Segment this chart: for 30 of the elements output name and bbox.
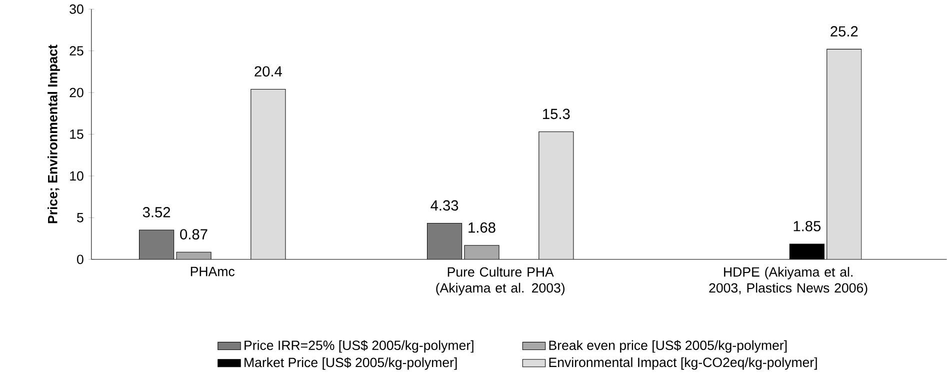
data-label: 25.2 [830, 26, 858, 36]
data-label: 1.85 [794, 220, 821, 232]
y-tick-label: 30 [70, 4, 84, 14]
legend-label: Price IRR=25% [US$ 2005/kg-polymer] [244, 340, 474, 352]
legend-label: Market Price [US$ 2005/kg-polymer] [244, 357, 457, 370]
y-axis-title: Price; Environmental Impact [48, 44, 60, 223]
data-label: 1.68 [468, 222, 496, 233]
data-label: 20.4 [254, 66, 282, 76]
bar [139, 230, 174, 260]
x-tick-label: Pure Culture PHA (Akiyama et al. 2003) [436, 266, 565, 296]
legend-label: Break even price [US$ 2005/kg-polymer] [549, 340, 787, 352]
bar [826, 48, 862, 260]
legend-label: Environmental Impact [kg-CO2eq/kg-polymer] [549, 357, 817, 370]
data-label: 4.33 [430, 200, 458, 210]
y-tick-label: 15 [70, 129, 84, 139]
data-label: 3.52 [142, 206, 170, 218]
y-tick-label: 10 [70, 171, 84, 181]
bar [176, 252, 212, 260]
y-tick-label: 25 [70, 46, 84, 56]
y-tick-label: 0 [77, 254, 84, 264]
data-label: 15.3 [543, 108, 570, 119]
bar [538, 132, 574, 260]
x-tick-label: HDPE (Akiyama et al. 2003, Plastics News 2006) [709, 266, 868, 296]
bar [250, 89, 286, 260]
bar [464, 244, 500, 260]
y-tick-label: 5 [77, 212, 84, 222]
data-label: 0.87 [180, 228, 208, 240]
x-tick-label: PHAmc [190, 266, 235, 276]
y-tick-label: 20 [70, 88, 84, 98]
bar [426, 222, 462, 260]
